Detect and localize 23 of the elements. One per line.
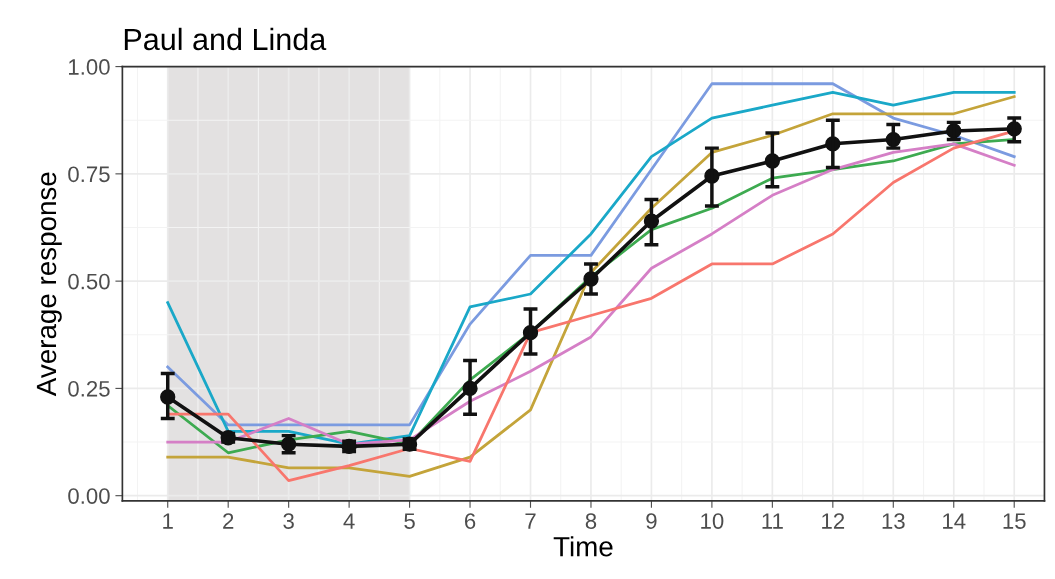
x-tick-label: 7 (525, 513, 536, 529)
x-tick-label: 13 (882, 513, 905, 529)
x-tick-label: 11 (762, 513, 783, 529)
y-tick-label: 0.25 (68, 380, 110, 397)
x-tick-label: 9 (646, 513, 657, 529)
x-tick-label: 1 (163, 513, 173, 529)
x-tick-label: 6 (465, 513, 476, 529)
y-tick-label: 1.00 (69, 59, 110, 75)
x-tick-label: 15 (1003, 513, 1026, 529)
y-tick-label: 0.50 (68, 273, 110, 290)
y-axis-title: Average response (36, 172, 62, 397)
x-tick-label: 5 (404, 513, 415, 529)
x-tick-label: 10 (701, 513, 724, 529)
y-tick-label: 0.75 (68, 166, 110, 183)
chart-title: Paul and Linda (124, 27, 327, 51)
x-tick-label: 3 (283, 513, 294, 529)
x-tick-label: 4 (343, 513, 355, 529)
x-tick-label: 12 (822, 513, 845, 529)
x-tick-label: 14 (943, 513, 966, 529)
x-tick-label: 8 (585, 513, 597, 529)
x-tick-label: 2 (223, 513, 234, 529)
y-tick-label: 0.00 (68, 488, 110, 504)
x-axis-title: Time (553, 536, 613, 557)
